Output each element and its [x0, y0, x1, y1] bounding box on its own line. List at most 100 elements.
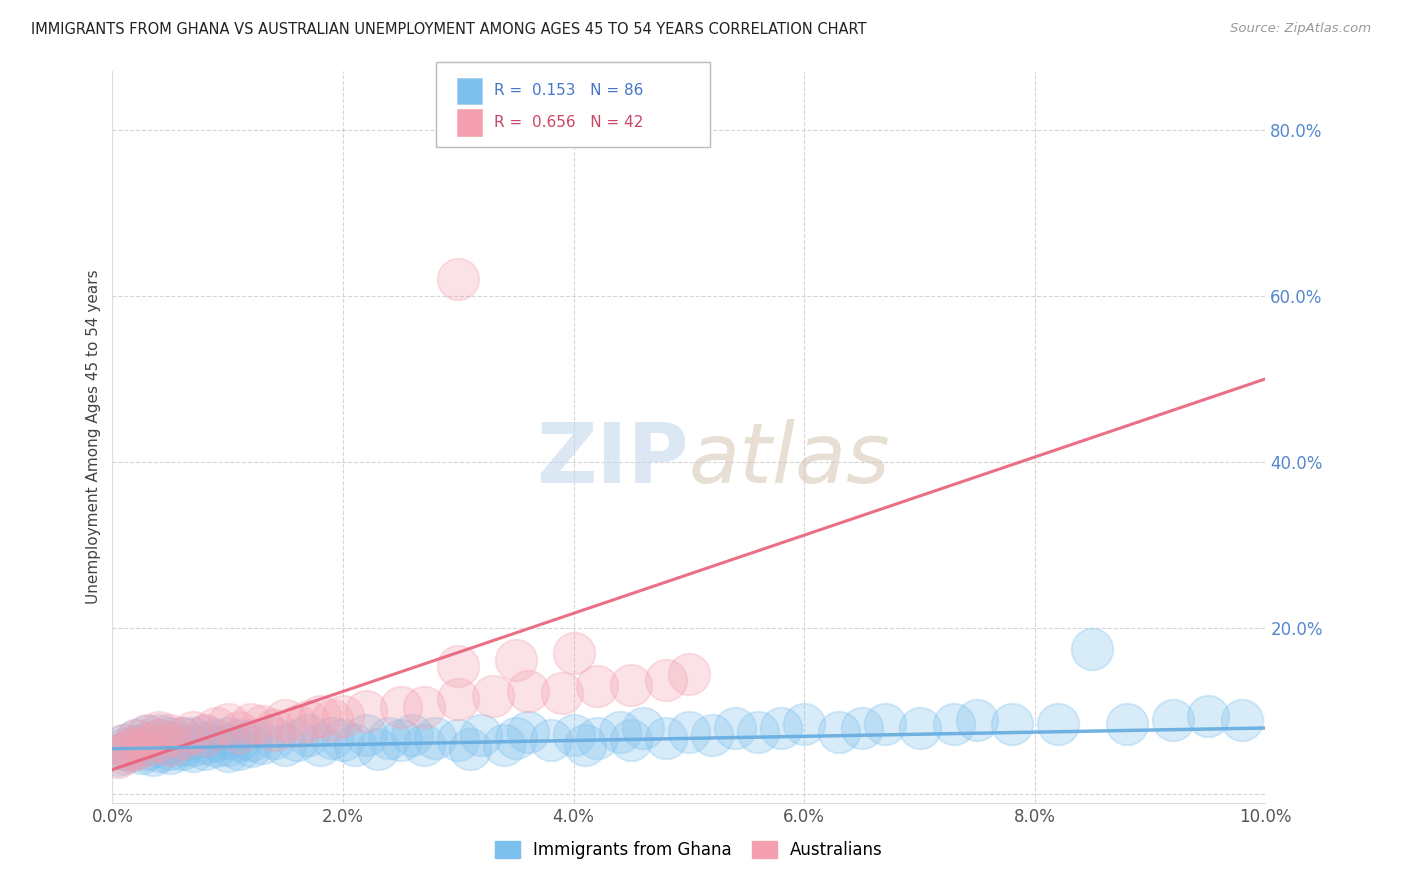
Point — [585, 731, 607, 745]
Point — [482, 690, 505, 704]
Text: R =  0.656   N = 42: R = 0.656 N = 42 — [494, 115, 643, 129]
Point — [343, 738, 366, 752]
Point — [217, 716, 239, 731]
Point — [321, 731, 343, 745]
Point — [170, 731, 193, 745]
Point — [159, 731, 181, 745]
Point — [159, 746, 181, 760]
Point — [170, 741, 193, 756]
Point — [585, 680, 607, 694]
Point — [1081, 642, 1104, 657]
Point — [252, 736, 274, 750]
Point — [129, 746, 153, 760]
Point — [181, 738, 204, 752]
Point — [747, 725, 769, 739]
Point — [770, 721, 793, 735]
Point — [252, 719, 274, 733]
Point — [332, 708, 354, 723]
Point — [447, 733, 470, 747]
Point — [263, 723, 285, 737]
Point — [678, 725, 700, 739]
Point — [239, 739, 262, 754]
Point — [609, 725, 631, 739]
Point — [263, 731, 285, 745]
Point — [170, 738, 193, 752]
Point — [425, 731, 447, 745]
Point — [1046, 716, 1069, 731]
Point — [332, 733, 354, 747]
Point — [516, 683, 538, 698]
Point — [389, 700, 412, 714]
Point — [112, 746, 135, 760]
Point — [148, 728, 170, 742]
Point — [851, 721, 873, 735]
Legend: Immigrants from Ghana, Australians: Immigrants from Ghana, Australians — [486, 833, 891, 868]
Point — [1197, 708, 1219, 723]
Point — [620, 678, 643, 692]
Point — [159, 736, 181, 750]
Point — [828, 725, 851, 739]
Text: IMMIGRANTS FROM GHANA VS AUSTRALIAN UNEMPLOYMENT AMONG AGES 45 TO 54 YEARS CORRE: IMMIGRANTS FROM GHANA VS AUSTRALIAN UNEM… — [31, 22, 866, 37]
Point — [908, 721, 931, 735]
Point — [655, 731, 678, 745]
Point — [148, 739, 170, 754]
Point — [136, 738, 159, 752]
Point — [574, 738, 596, 752]
Point — [655, 673, 678, 687]
Point — [285, 719, 308, 733]
Point — [297, 728, 319, 742]
Point — [274, 713, 297, 727]
Point — [124, 741, 146, 756]
Text: atlas: atlas — [689, 418, 890, 500]
Point — [620, 733, 643, 747]
Point — [389, 733, 412, 747]
Point — [470, 728, 492, 742]
Point — [217, 731, 239, 745]
Point — [194, 728, 217, 742]
Point — [148, 744, 170, 758]
Point — [309, 708, 332, 723]
Point — [217, 738, 239, 752]
Point — [148, 733, 170, 747]
Point — [309, 738, 332, 752]
Point — [194, 741, 217, 756]
Point — [136, 741, 159, 756]
Point — [551, 686, 574, 700]
Point — [678, 667, 700, 681]
Point — [228, 725, 250, 739]
Point — [148, 733, 170, 747]
Point — [181, 731, 204, 745]
Point — [966, 713, 988, 727]
Point — [354, 728, 377, 742]
Point — [274, 738, 297, 752]
Point — [873, 716, 896, 731]
Point — [181, 744, 204, 758]
Point — [228, 733, 250, 747]
Point — [367, 741, 389, 756]
Point — [205, 721, 228, 735]
Point — [112, 741, 135, 756]
Point — [447, 692, 470, 706]
Point — [181, 725, 204, 739]
Point — [112, 738, 135, 752]
Point — [205, 733, 228, 747]
Point — [505, 731, 527, 745]
Point — [631, 721, 654, 735]
Point — [136, 728, 159, 742]
Y-axis label: Unemployment Among Ages 45 to 54 years: Unemployment Among Ages 45 to 54 years — [86, 269, 101, 605]
Point — [1116, 716, 1139, 731]
Point — [562, 728, 585, 742]
Point — [1161, 713, 1184, 727]
Point — [107, 750, 129, 764]
Point — [285, 733, 308, 747]
Point — [118, 741, 141, 756]
Point — [136, 729, 159, 743]
Point — [239, 716, 262, 731]
Point — [378, 731, 401, 745]
Point — [217, 744, 239, 758]
Point — [148, 725, 170, 739]
Point — [505, 653, 527, 667]
Point — [447, 658, 470, 673]
Point — [205, 739, 228, 754]
Point — [297, 714, 319, 729]
